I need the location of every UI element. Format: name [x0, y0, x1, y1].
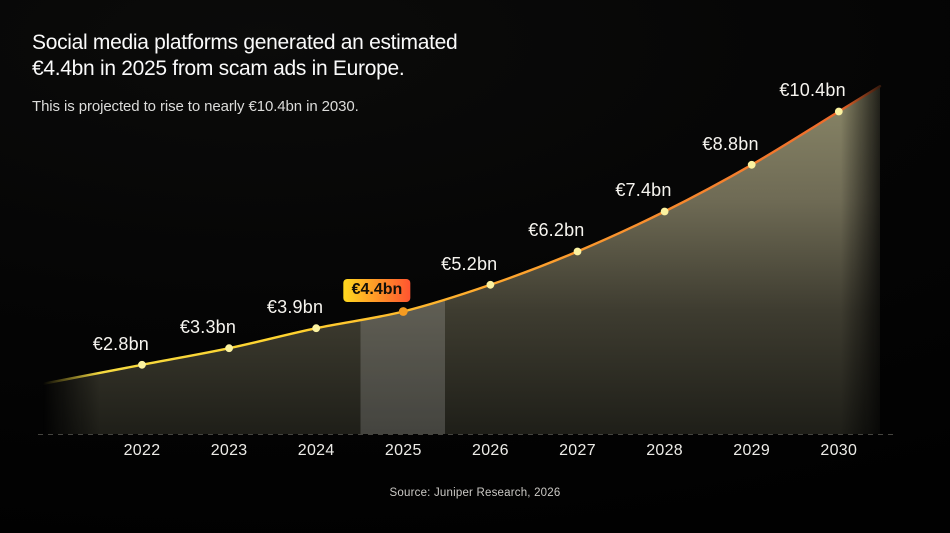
- chart-title: Social media platforms generated an esti…: [32, 30, 458, 81]
- data-point-dot-2029: [747, 160, 756, 169]
- chart-subtitle: This is projected to rise to nearly €10.…: [32, 98, 359, 115]
- chart-title-line-2: €4.4bn in 2025 from scam ads in Europe.: [32, 56, 405, 80]
- highlight-band-2025: [360, 88, 445, 434]
- data-point-dot-2026: [486, 280, 495, 289]
- trend-line: [0, 85, 882, 394]
- data-point-dot-2027: [573, 247, 582, 256]
- data-point-dot-2025: [398, 307, 408, 316]
- data-point-dot-2023: [225, 344, 234, 353]
- chart-header: Social media platforms generated an esti…: [32, 30, 458, 115]
- source-attribution: Source: Juniper Research, 2026: [389, 487, 561, 499]
- data-point-dot-2024: [312, 324, 321, 333]
- chart-title-line-1: Social media platforms generated an esti…: [32, 31, 458, 54]
- data-point-dot-2022: [138, 360, 146, 369]
- data-point-dot-2028: [660, 207, 669, 216]
- data-point-dot-2030: [834, 107, 843, 116]
- area-fill: [0, 86, 880, 434]
- data-points: [138, 107, 843, 369]
